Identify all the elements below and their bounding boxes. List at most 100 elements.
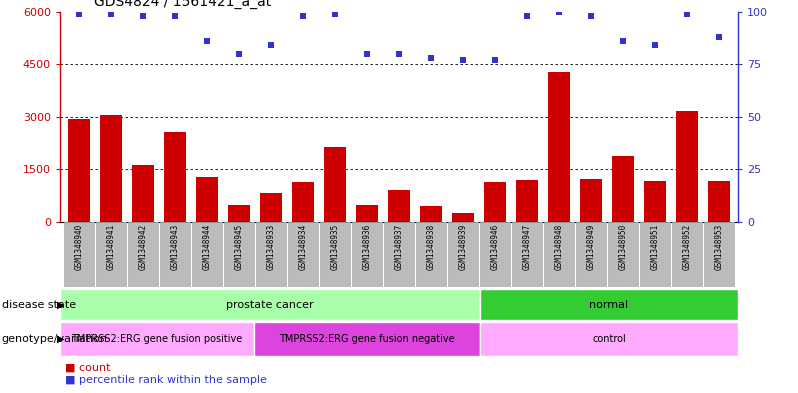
Point: [200, 38, 213, 44]
Bar: [612, 156, 634, 222]
Point: [265, 42, 278, 49]
Bar: [60, 289, 480, 320]
Bar: [512, 222, 543, 287]
Text: GSM1348942: GSM1348942: [139, 224, 148, 270]
Text: GSM1348941: GSM1348941: [107, 224, 116, 270]
Point: [233, 51, 246, 57]
Point: [617, 38, 630, 44]
Text: TMPRSS2:ERG gene fusion negative: TMPRSS2:ERG gene fusion negative: [279, 334, 455, 344]
Point: [393, 51, 405, 57]
Point: [425, 55, 437, 61]
Text: GSM1348947: GSM1348947: [523, 224, 531, 270]
Point: [297, 13, 310, 19]
Bar: [384, 222, 414, 287]
Text: GSM1348949: GSM1348949: [587, 224, 595, 270]
Bar: [480, 222, 511, 287]
Text: GSM1348951: GSM1348951: [650, 224, 659, 270]
Bar: [547, 72, 571, 222]
Text: TMPRSS2:ERG gene fusion positive: TMPRSS2:ERG gene fusion positive: [71, 334, 243, 344]
Bar: [452, 213, 474, 222]
Point: [136, 13, 149, 19]
Bar: [704, 222, 734, 287]
Point: [456, 57, 469, 63]
Text: GSM1348936: GSM1348936: [362, 224, 372, 270]
Text: GSM1348935: GSM1348935: [330, 224, 339, 270]
Bar: [480, 289, 738, 320]
Bar: [672, 222, 702, 287]
Text: GSM1348943: GSM1348943: [171, 224, 180, 270]
Bar: [223, 222, 255, 287]
Bar: [196, 177, 218, 222]
Text: GSM1348933: GSM1348933: [267, 224, 275, 270]
Point: [329, 11, 342, 17]
Text: GSM1348939: GSM1348939: [459, 224, 468, 270]
Text: GSM1348946: GSM1348946: [491, 224, 500, 270]
Bar: [352, 222, 382, 287]
Point: [649, 42, 662, 49]
Bar: [448, 222, 478, 287]
Text: GSM1348937: GSM1348937: [394, 224, 404, 270]
Bar: [100, 115, 122, 222]
Bar: [543, 222, 575, 287]
Point: [713, 34, 725, 40]
Bar: [708, 181, 730, 222]
Point: [552, 9, 565, 15]
Text: ▶: ▶: [57, 334, 65, 344]
Text: GSM1348938: GSM1348938: [426, 224, 436, 270]
Bar: [255, 222, 286, 287]
Text: GSM1348950: GSM1348950: [618, 224, 627, 270]
Bar: [164, 132, 186, 222]
Bar: [388, 190, 410, 222]
Text: GDS4824 / 1561421_a_at: GDS4824 / 1561421_a_at: [93, 0, 271, 9]
Bar: [420, 206, 442, 222]
Bar: [356, 205, 378, 222]
Bar: [640, 222, 670, 287]
Bar: [96, 222, 126, 287]
Bar: [416, 222, 446, 287]
Bar: [68, 119, 90, 222]
Point: [105, 11, 117, 17]
Point: [681, 11, 693, 17]
Bar: [132, 165, 154, 222]
Bar: [607, 222, 638, 287]
Text: GSM1348948: GSM1348948: [555, 224, 563, 270]
Text: disease state: disease state: [2, 299, 76, 310]
Bar: [580, 178, 602, 222]
Bar: [227, 205, 251, 222]
Point: [520, 13, 533, 19]
Bar: [60, 322, 254, 356]
Bar: [676, 110, 698, 222]
Bar: [480, 322, 738, 356]
Bar: [292, 182, 314, 222]
Point: [585, 13, 598, 19]
Text: ▶: ▶: [57, 299, 65, 310]
Bar: [644, 181, 666, 222]
Bar: [320, 222, 350, 287]
Text: normal: normal: [590, 299, 629, 310]
Point: [361, 51, 373, 57]
Bar: [484, 182, 506, 222]
Text: GSM1348940: GSM1348940: [74, 224, 84, 270]
Bar: [192, 222, 223, 287]
Text: GSM1348944: GSM1348944: [203, 224, 211, 270]
Text: GSM1348953: GSM1348953: [714, 224, 724, 270]
Bar: [575, 222, 606, 287]
Text: ■ count: ■ count: [65, 362, 111, 373]
Text: ■ percentile rank within the sample: ■ percentile rank within the sample: [65, 375, 267, 386]
Text: GSM1348934: GSM1348934: [298, 224, 307, 270]
Bar: [324, 147, 346, 222]
Point: [488, 57, 501, 63]
Bar: [287, 222, 318, 287]
Text: control: control: [592, 334, 626, 344]
Bar: [64, 222, 94, 287]
Point: [73, 11, 85, 17]
Point: [168, 13, 181, 19]
Text: GSM1348945: GSM1348945: [235, 224, 243, 270]
Bar: [160, 222, 191, 287]
Text: genotype/variation: genotype/variation: [2, 334, 108, 344]
Bar: [128, 222, 158, 287]
Bar: [260, 193, 282, 222]
Bar: [254, 322, 480, 356]
Text: prostate cancer: prostate cancer: [226, 299, 314, 310]
Text: GSM1348952: GSM1348952: [682, 224, 691, 270]
